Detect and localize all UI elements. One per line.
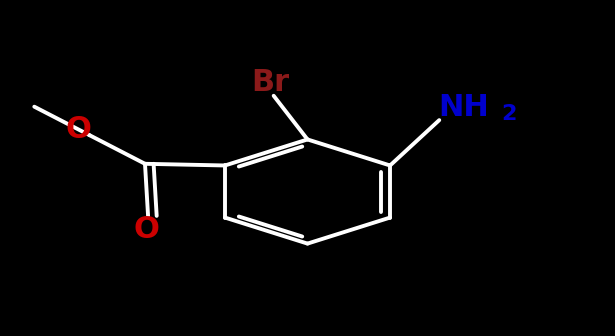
Text: O: O: [134, 215, 160, 244]
Text: NH: NH: [438, 93, 489, 122]
Text: O: O: [66, 115, 92, 144]
Text: 2: 2: [501, 104, 517, 124]
Text: Br: Br: [252, 69, 290, 97]
